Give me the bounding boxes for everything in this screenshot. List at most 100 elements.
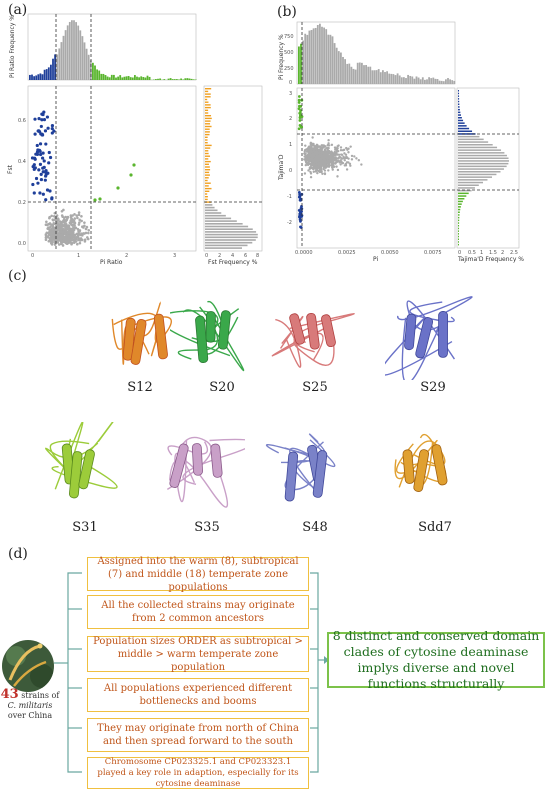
hist-bar bbox=[344, 59, 346, 84]
hist-bar bbox=[148, 76, 151, 80]
scatter-point bbox=[297, 191, 301, 194]
hist-bar bbox=[327, 34, 330, 84]
hist-bar bbox=[134, 75, 136, 80]
hist-bar bbox=[458, 98, 460, 100]
scatter-point bbox=[44, 198, 48, 202]
scatter-point bbox=[45, 188, 50, 192]
hist-bar bbox=[458, 130, 473, 132]
scatter-point bbox=[312, 149, 316, 153]
scatter-point bbox=[331, 156, 335, 160]
hist-bar bbox=[113, 74, 115, 80]
scatter-point bbox=[317, 155, 320, 158]
hist-bar bbox=[458, 184, 479, 186]
hist-bar bbox=[163, 79, 166, 80]
hist-bar bbox=[337, 51, 340, 84]
hist-bar bbox=[458, 117, 462, 119]
scatter-point bbox=[312, 162, 316, 165]
hist-bar bbox=[188, 78, 191, 80]
hist-bar bbox=[458, 176, 493, 178]
hist-bar bbox=[396, 73, 399, 84]
panel-b-side-xtick-0: 0 bbox=[458, 250, 461, 256]
scatter-point bbox=[83, 221, 86, 224]
hist-bar bbox=[33, 76, 35, 80]
hist-bar bbox=[205, 174, 210, 176]
scatter-point bbox=[65, 242, 69, 245]
protein-label: S31 bbox=[72, 520, 98, 535]
hist-bar bbox=[417, 77, 420, 84]
hist-bar bbox=[458, 111, 461, 114]
scatter-point bbox=[304, 156, 308, 159]
scatter-point bbox=[341, 149, 345, 152]
scatter-point bbox=[56, 221, 59, 225]
hist-bar bbox=[367, 66, 370, 84]
hist-bar bbox=[458, 243, 460, 246]
hist-bar bbox=[35, 75, 38, 80]
hist-bar bbox=[333, 43, 336, 84]
scatter-point bbox=[299, 212, 302, 215]
scatter-point bbox=[327, 169, 330, 172]
scatter-point bbox=[50, 214, 53, 218]
panel-a-xtick-3: 3 bbox=[173, 253, 176, 259]
panel-b-side-frame bbox=[456, 87, 520, 249]
scatter-point bbox=[335, 165, 338, 168]
scatter-point bbox=[304, 163, 308, 167]
hist-bar bbox=[205, 131, 210, 133]
scatter-point bbox=[76, 216, 79, 220]
panel-b-xtick-2: 0.0050 bbox=[381, 250, 399, 256]
scatter-point bbox=[47, 231, 51, 235]
scatter-point bbox=[316, 167, 319, 171]
scatter-point bbox=[305, 150, 309, 153]
hist-bar bbox=[458, 225, 460, 227]
hist-bar bbox=[458, 122, 465, 124]
hist-bar bbox=[205, 120, 211, 122]
scatter-point bbox=[47, 161, 51, 165]
hist-bar bbox=[458, 173, 497, 176]
scatter-point bbox=[311, 159, 314, 163]
scatter-point bbox=[77, 223, 81, 226]
hist-bar bbox=[458, 154, 507, 157]
hist-bar bbox=[205, 206, 215, 209]
scatter-point bbox=[41, 166, 45, 170]
protein-label: Sdd7 bbox=[418, 520, 452, 535]
hist-bar bbox=[205, 98, 208, 101]
scatter-point bbox=[62, 228, 66, 232]
hist-bar bbox=[411, 76, 414, 84]
hist-bar bbox=[142, 77, 145, 80]
scatter-point bbox=[60, 223, 64, 227]
hist-bar bbox=[205, 158, 209, 160]
scatter-point bbox=[78, 218, 81, 222]
hist-bar bbox=[205, 88, 212, 90]
scatter-point bbox=[306, 159, 309, 162]
hist-bar bbox=[298, 46, 300, 84]
scatter-point bbox=[69, 216, 73, 219]
hist-bar bbox=[458, 187, 475, 189]
scatter-point bbox=[42, 110, 46, 114]
hist-bar bbox=[52, 58, 54, 80]
hist-bar bbox=[104, 75, 107, 80]
panel-a-svg: Pi Ratio Frequency % Fst Pi Ratio 0.6 0.… bbox=[7, 13, 263, 266]
scatter-point bbox=[49, 225, 52, 229]
scatter-point bbox=[336, 168, 340, 172]
scatter-point bbox=[349, 145, 352, 148]
scatter-point bbox=[87, 228, 91, 232]
scatter-point bbox=[98, 197, 102, 201]
scatter-point bbox=[55, 214, 59, 217]
panel-a-ytick-1: 0.4 bbox=[18, 159, 26, 165]
hist-bar bbox=[458, 160, 509, 162]
hist-bar bbox=[354, 69, 357, 84]
scatter-point bbox=[307, 169, 310, 172]
hist-bar bbox=[407, 74, 409, 84]
scatter-point bbox=[34, 176, 39, 181]
scatter-point bbox=[303, 172, 307, 175]
hist-bar bbox=[458, 95, 460, 97]
scatter-point bbox=[307, 151, 311, 154]
scatter-point bbox=[343, 159, 346, 162]
scatter-point bbox=[64, 226, 68, 230]
scatter-point bbox=[57, 237, 60, 241]
scatter-point bbox=[78, 241, 82, 245]
scatter-point bbox=[348, 162, 352, 165]
panel-a-side-xlabel: Fst Frequency % bbox=[208, 259, 258, 266]
hist-bar bbox=[205, 244, 248, 247]
hist-bar bbox=[205, 128, 210, 130]
panel-b-figure: Pi Frequency % 750 500 250 0 Tajima'D Pi… bbox=[275, 0, 550, 268]
